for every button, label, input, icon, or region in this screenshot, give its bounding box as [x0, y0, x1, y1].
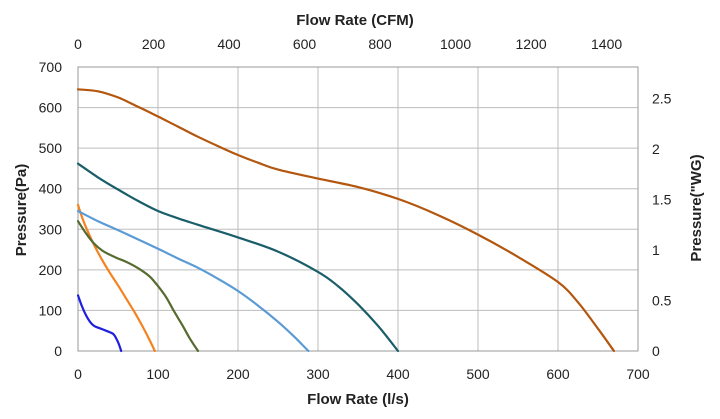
y2-tick-label: 2.5 [652, 90, 672, 106]
x-tick-label: 600 [546, 366, 570, 382]
y2-tick-label: 1.5 [652, 191, 672, 207]
x-tick-label: 200 [226, 366, 250, 382]
x-axis-title: Flow Rate (l/s) [307, 391, 409, 408]
y2-tick-label: 2 [652, 141, 660, 157]
series-line-1 [76, 294, 123, 353]
y2-tick-label: 0 [652, 343, 660, 359]
x2-tick-label: 0 [74, 36, 82, 52]
x2-tick-label: 1000 [440, 36, 471, 52]
series-lines [76, 88, 616, 353]
gridlines [77, 66, 639, 352]
x-tick-label: 300 [306, 366, 330, 382]
x2-tick-label: 600 [293, 36, 317, 52]
series-line-2 [76, 203, 156, 353]
y-tick-label: 600 [39, 100, 63, 116]
series-line-4 [76, 209, 310, 353]
y-tick-label: 500 [39, 140, 63, 156]
x2-tick-label: 1200 [515, 36, 546, 52]
x2-tick-label: 800 [368, 36, 392, 52]
y-tick-label: 700 [39, 59, 63, 75]
plot-frame [77, 66, 639, 352]
y-tick-label: 200 [39, 262, 63, 278]
x2-tick-label: 1400 [591, 36, 622, 52]
y-axis-title: Pressure(Pa) [13, 164, 30, 257]
x2-axis-title: Flow Rate (CFM) [296, 12, 414, 29]
y-tick-label: 100 [39, 302, 63, 318]
y2-tick-label: 0.5 [652, 292, 672, 308]
y-tick-label: 300 [39, 221, 63, 237]
series-line-5 [76, 162, 400, 353]
y-tick-label: 400 [39, 181, 63, 197]
x-tick-label: 700 [626, 366, 650, 382]
x-tick-label: 100 [146, 366, 170, 382]
x-tick-label: 500 [466, 366, 490, 382]
x2-tick-label: 400 [217, 36, 241, 52]
y-tick-label: 0 [54, 343, 62, 359]
series-line-3 [76, 220, 200, 353]
x2-tick-label: 200 [142, 36, 166, 52]
y2-tick-label: 1 [652, 242, 660, 258]
x-tick-label: 0 [74, 366, 82, 382]
x-tick-label: 400 [386, 366, 410, 382]
y2-axis-title: Pressure("WG) [688, 154, 705, 261]
series-line-6 [76, 88, 616, 353]
